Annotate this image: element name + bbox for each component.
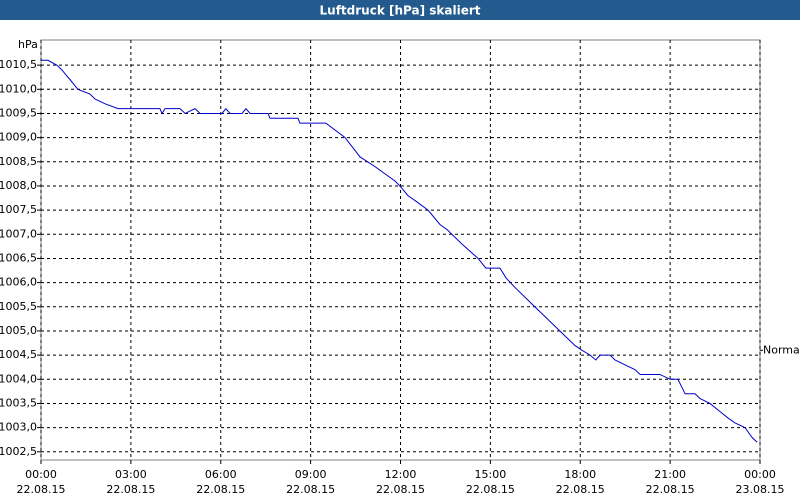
x-tick-date: 22.08.15: [106, 483, 155, 496]
x-tick-label: 18:00: [564, 468, 596, 481]
x-tick-date: 22.08.15: [17, 483, 66, 496]
y-tick-label: 1005,5: [0, 300, 37, 313]
reference-label: Normal: [763, 343, 800, 356]
y-tick-label: 1005,0: [0, 324, 37, 337]
x-tick-label: 06:00: [205, 468, 237, 481]
y-tick-label: 1007,5: [0, 203, 37, 216]
y-tick-label: 1006,0: [0, 276, 37, 289]
x-tick-date: 22.08.15: [646, 483, 695, 496]
x-tick-date: 22.08.15: [196, 483, 245, 496]
y-tick-label: 1004,5: [0, 348, 37, 361]
x-tick-date: 22.08.15: [286, 483, 335, 496]
y-tick-label: 1009,5: [0, 106, 37, 119]
x-tick-date: 22.08.15: [556, 483, 605, 496]
y-tick-label: 1004,0: [0, 372, 37, 385]
x-tick-label: 15:00: [475, 468, 507, 481]
chart-title: Luftdruck [hPa] skaliert: [320, 4, 481, 18]
y-tick-label: 1006,5: [0, 251, 37, 264]
x-tick-label: 09:00: [295, 468, 327, 481]
x-tick-label: 00:00: [25, 468, 57, 481]
x-tick-label: 12:00: [385, 468, 417, 481]
x-tick-date: 23.08.15: [736, 483, 785, 496]
y-tick-label: 1007,0: [0, 227, 37, 240]
title-bar: [0, 0, 800, 20]
y-unit: hPa: [18, 38, 38, 51]
y-tick-label: 1003,0: [0, 421, 37, 434]
y-tick-label: 1009,0: [0, 131, 37, 144]
y-tick-label: 1008,0: [0, 179, 37, 192]
y-tick-label: 1008,5: [0, 155, 37, 168]
y-tick-label: 1002,5: [0, 445, 37, 458]
x-tick-label: 21:00: [654, 468, 686, 481]
x-tick-label: 00:00: [744, 468, 776, 481]
y-tick-label: 1010,0: [0, 82, 37, 95]
y-tick-label: 1010,5: [0, 58, 37, 71]
x-tick-label: 03:00: [115, 468, 147, 481]
x-tick-date: 22.08.15: [376, 483, 425, 496]
line: [41, 59, 758, 443]
y-tick-label: 1003,5: [0, 396, 37, 409]
x-tick-date: 22.08.15: [466, 483, 515, 496]
